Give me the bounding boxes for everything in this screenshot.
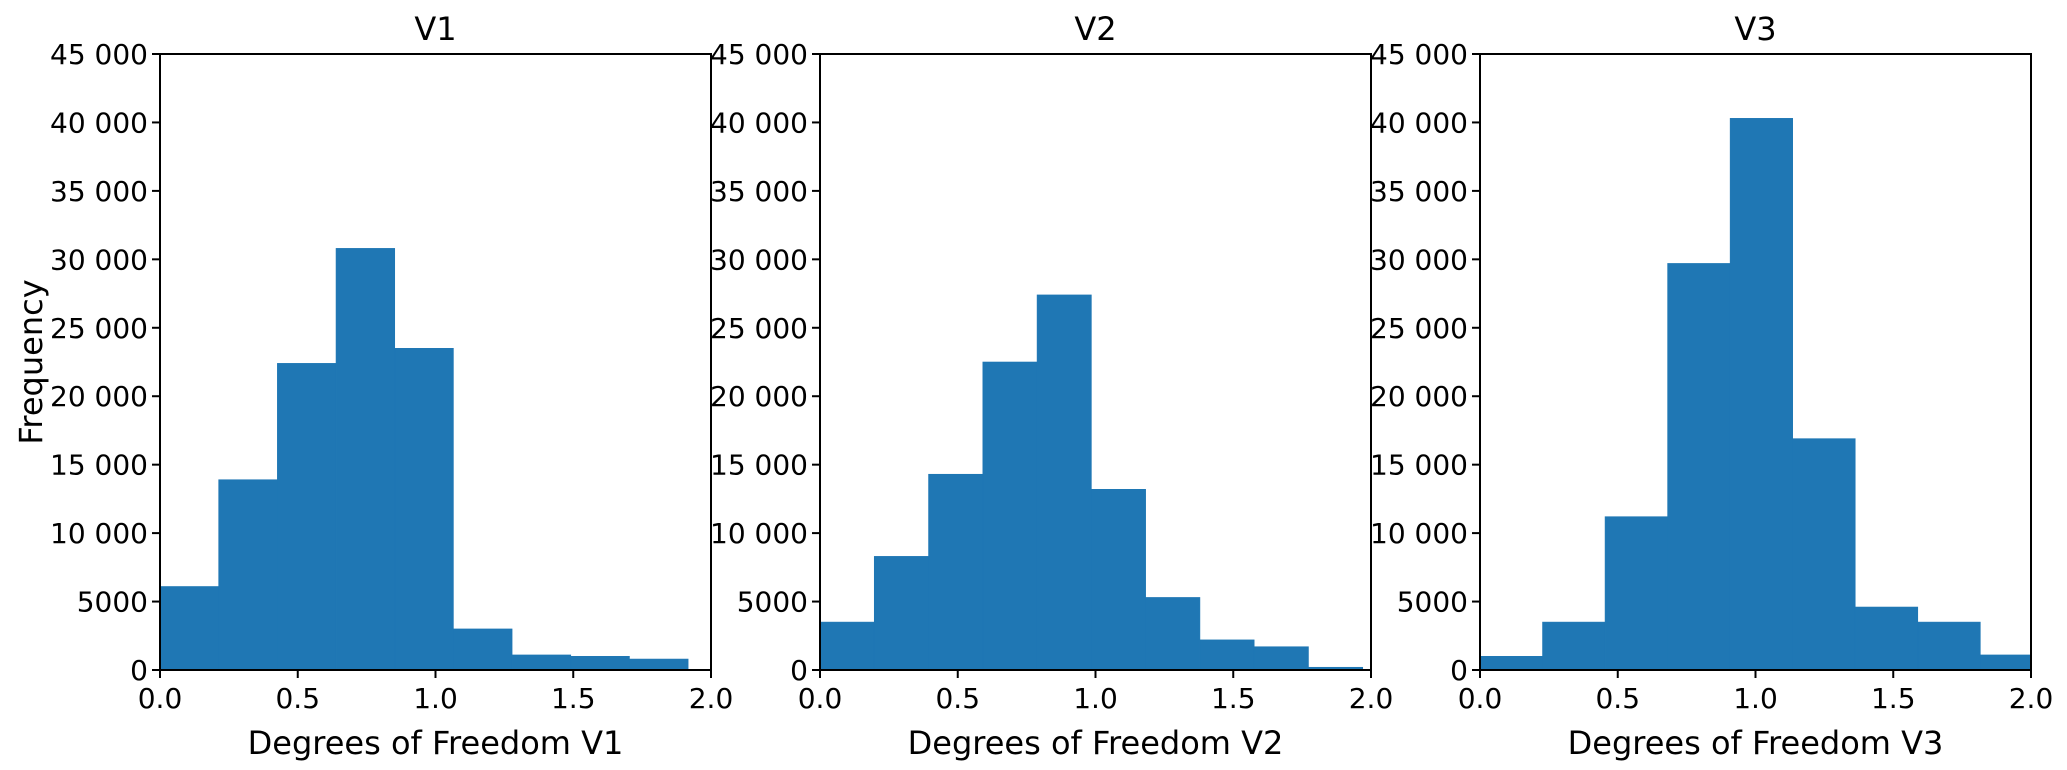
y-tick-label: 5000 bbox=[77, 586, 148, 619]
histogram-bar bbox=[277, 363, 337, 671]
histogram-panel: 0 5000 10 000 15 000 20 000 25 000 30 000 35 00… bbox=[1370, 10, 2053, 762]
y-tick-label: 15 000 bbox=[50, 449, 148, 482]
x-tick-label: 1.0 bbox=[1073, 682, 1118, 715]
histogram-bar bbox=[1604, 516, 1668, 671]
x-tick-label: 1.5 bbox=[551, 682, 596, 715]
histogram-bar bbox=[1667, 263, 1731, 671]
x-tick-label: 0.0 bbox=[1458, 682, 1503, 715]
y-tick-label: 20 000 bbox=[50, 380, 148, 413]
y-tick-label: 0 bbox=[130, 654, 148, 687]
panel-title: V2 bbox=[1074, 10, 1116, 48]
y-tick-label: 25 000 bbox=[50, 312, 148, 345]
x-tick-label: 2.0 bbox=[1349, 682, 1394, 715]
y-tick-label: 40 000 bbox=[710, 106, 808, 139]
histogram-bar bbox=[629, 658, 689, 671]
y-tick-label: 0 bbox=[1450, 654, 1468, 687]
histogram-bar bbox=[159, 586, 219, 671]
histogram-bar bbox=[1091, 489, 1146, 671]
x-tick-label: 1.0 bbox=[413, 682, 458, 715]
histogram-bar bbox=[453, 628, 513, 671]
histogram-panel: 0 5000 10 000 15 000 20 000 25 000 30 000 35 00… bbox=[50, 10, 733, 762]
histogram-bar bbox=[1854, 606, 1919, 671]
y-axis-label: Frequency bbox=[12, 279, 50, 444]
x-tick-label: 2.0 bbox=[689, 682, 734, 715]
histogram-bar bbox=[819, 621, 875, 671]
y-tick-label: 20 000 bbox=[710, 380, 808, 413]
x-tick-label: 1.5 bbox=[1871, 682, 1916, 715]
x-tick-label: 0.5 bbox=[935, 682, 980, 715]
histogram-bar bbox=[570, 656, 630, 671]
histogram-bar bbox=[928, 473, 984, 671]
panel-title: V3 bbox=[1734, 10, 1776, 48]
x-axis-label: Degrees of Freedom V2 bbox=[908, 724, 1284, 762]
histogram-bar bbox=[335, 248, 396, 671]
panel-title: V1 bbox=[414, 10, 456, 48]
y-tick-label: 30 000 bbox=[1370, 243, 1468, 276]
x-axis-label: Degrees of Freedom V3 bbox=[1568, 724, 1944, 762]
y-tick-label: 10 000 bbox=[710, 517, 808, 550]
y-tick-label: 30 000 bbox=[50, 243, 148, 276]
histogram-bar bbox=[1980, 654, 2032, 671]
histogram-bar bbox=[394, 348, 454, 671]
x-tick-label: 0.0 bbox=[798, 682, 843, 715]
x-tick-label: 0.5 bbox=[1595, 682, 1640, 715]
y-tick-label: 40 000 bbox=[50, 106, 148, 139]
y-tick-label: 5000 bbox=[1397, 586, 1468, 619]
y-tick-label: 15 000 bbox=[1370, 449, 1468, 482]
histogram-bar bbox=[1479, 656, 1543, 671]
y-tick-label: 15 000 bbox=[710, 449, 808, 482]
y-tick-label: 45 000 bbox=[50, 38, 148, 71]
histogram-bar bbox=[982, 361, 1038, 671]
x-tick-label: 2.0 bbox=[2009, 682, 2054, 715]
y-tick-label: 25 000 bbox=[1370, 312, 1468, 345]
x-tick-label: 1.5 bbox=[1211, 682, 1256, 715]
y-tick-label: 30 000 bbox=[710, 243, 808, 276]
histogram-bar bbox=[1917, 621, 1981, 671]
y-tick-label: 10 000 bbox=[50, 517, 148, 550]
y-tick-label: 40 000 bbox=[1370, 106, 1468, 139]
y-tick-label: 0 bbox=[790, 654, 808, 687]
x-axis-label: Degrees of Freedom V1 bbox=[248, 724, 624, 762]
histogram-bar bbox=[1145, 597, 1201, 671]
histogram-bar bbox=[1729, 118, 1793, 671]
histogram-bar bbox=[1542, 621, 1606, 671]
histogram-bar bbox=[511, 654, 572, 671]
histogram-bar bbox=[1792, 438, 1856, 671]
y-tick-label: 25 000 bbox=[710, 312, 808, 345]
x-tick-label: 1.0 bbox=[1733, 682, 1778, 715]
histogram-bar bbox=[1253, 646, 1309, 671]
histogram-panel: 0 5000 10 000 15 000 20 000 25 000 30 000 35 00… bbox=[710, 10, 1393, 762]
y-tick-label: 20 000 bbox=[1370, 380, 1468, 413]
y-tick-label: 35 000 bbox=[50, 175, 148, 208]
y-tick-label: 35 000 bbox=[1370, 175, 1468, 208]
histogram-bar bbox=[1199, 639, 1255, 671]
histogram-bar bbox=[218, 479, 278, 671]
y-tick-label: 45 000 bbox=[710, 38, 808, 71]
x-tick-label: 0.0 bbox=[138, 682, 183, 715]
y-tick-label: 5000 bbox=[737, 586, 808, 619]
y-tick-label: 35 000 bbox=[710, 175, 808, 208]
y-tick-label: 45 000 bbox=[1370, 38, 1468, 71]
y-tick-label: 10 000 bbox=[1370, 517, 1468, 550]
histogram-bar bbox=[873, 556, 929, 671]
histogram-bar bbox=[1036, 294, 1092, 671]
x-tick-label: 0.5 bbox=[275, 682, 320, 715]
